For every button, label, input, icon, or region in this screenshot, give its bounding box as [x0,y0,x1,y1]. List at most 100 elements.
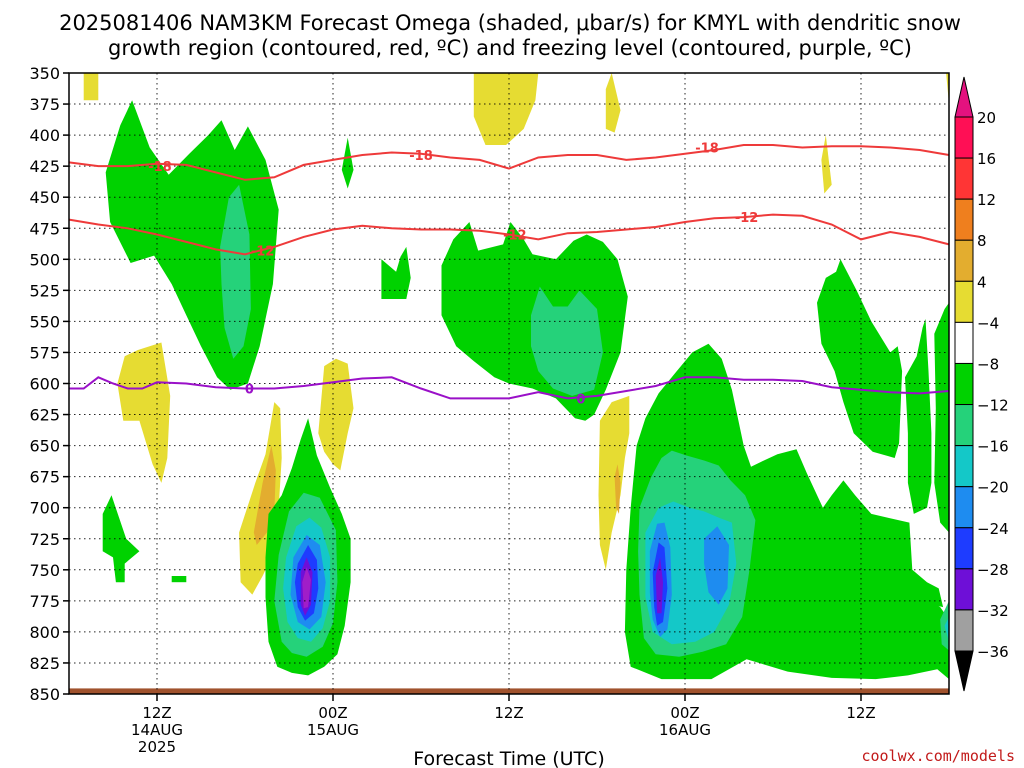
x-tick-label: 16AUG [659,721,711,739]
omega-region-10 [605,73,621,133]
omega-region-33 [817,259,903,458]
colorbar-label: −20 [977,479,1009,497]
contour-line--18 [68,144,950,181]
contour-line--12 [68,213,950,256]
omega-region-5 [171,576,187,583]
contour-label: -18 [148,160,172,175]
y-tick-label: 800 [29,623,60,642]
y-tick-label: 425 [29,157,60,176]
omega-region-35 [934,302,949,533]
colorbar-swatch [954,404,974,447]
colorbar-swatch [954,609,974,652]
colorbar-swatch [954,157,974,200]
y-tick-label: 575 [29,343,60,362]
colorbar-label: −8 [977,355,999,373]
x-tick-label: 12Z [846,704,875,722]
contour-label: -12 [503,228,527,243]
x-tick-label: 14AUG [131,721,183,739]
credit-text: coolwx.com/models [861,747,1015,765]
omega-region-21 [302,567,311,609]
omega-region-23 [381,246,411,299]
contour-label: 0 [576,392,585,407]
y-axis: 350 375 400 425 450 475 500 525 550 575 600 625 650 6… [29,64,69,704]
omega-region-3 [117,342,171,483]
y-tick-label: 825 [29,654,60,673]
contour-line-0 [69,376,950,400]
omega-region-8 [318,358,354,471]
y-tick-label: 700 [29,499,60,518]
temperature-contours [68,144,950,400]
contour-label: -12 [735,211,759,226]
colorbar-label: −24 [977,520,1009,538]
colorbar-swatch [954,280,974,323]
contour-label: -18 [695,142,719,157]
colorbar-swatch [954,321,974,364]
terrain-layer [69,688,949,694]
colorbar-label: −28 [977,561,1009,579]
omega-region-12 [821,135,832,194]
colorbar-swatch [954,445,974,488]
omega-region-4 [102,495,140,583]
y-tick-label: 600 [29,375,60,394]
omega-region-25 [531,286,603,396]
contour-label: 0 [245,382,254,397]
chart-title-line2: growth region (contoured, red, ºC) and f… [108,36,912,60]
colorbar-label: −32 [977,602,1009,620]
colorbar-label: −4 [977,314,999,332]
chart-title-line1: 2025081406 NAM3KM Forecast Omega (shaded… [59,11,961,35]
y-tick-label: 350 [29,64,60,83]
colorbar-swatch [954,239,974,282]
y-tick-label: 375 [29,95,60,114]
colorbar-swatch [954,198,974,241]
terrain-strip [69,688,949,694]
colorbar-label: 20 [977,109,996,127]
contour-label: -12 [251,245,275,260]
colorbar-label: −36 [977,643,1009,661]
omega-region-34 [905,318,932,514]
colorbar-label: −16 [977,438,1009,456]
colorbar-swatch [954,362,974,406]
colorbar-label: 8 [977,232,987,250]
y-tick-label: 775 [29,592,60,611]
y-tick-label: 400 [29,126,60,145]
omega-region-2 [220,184,251,359]
y-tick-label: 725 [29,530,60,549]
colorbar-arrow-bottom [954,650,974,692]
contour-labels: -18 -18 -18 -12 -12 -12 0 0 [148,142,759,408]
omega-region-30 [704,526,729,605]
y-tick-label: 450 [29,188,60,207]
omega-region-13 [598,395,630,570]
colorbar-swatch [954,568,974,611]
omega-region-0 [83,73,99,101]
y-tick-label: 525 [29,281,60,300]
colorbar-label: 16 [977,150,996,168]
omega-region-38 [944,617,949,642]
colorbar-label: −12 [977,397,1009,415]
x-tick-label: 2025 [138,738,176,756]
omega-shading [83,73,949,680]
contour-label: -18 [409,149,433,164]
y-tick-label: 550 [29,312,60,331]
colorbar-label: 4 [977,273,987,291]
colorbar-label: 12 [977,191,996,209]
x-tick-label: 12Z [142,704,171,722]
colorbar-swatch [954,486,974,529]
y-tick-label: 650 [29,437,60,456]
colorbar-swatch [954,116,974,159]
y-tick-label: 625 [29,406,60,425]
x-tick-label: 12Z [494,704,523,722]
y-tick-label: 475 [29,219,60,238]
y-tick-label: 750 [29,561,60,580]
y-tick-label: 675 [29,468,60,487]
x-tick-label: 00Z [670,704,699,722]
y-tick-label: 850 [29,685,60,704]
grid-lines [69,73,949,694]
colorbar: 20 16 12 8 4 −4 −8 −12 −16 −20 −24 −28 −32 −36 [954,76,1009,692]
omega-region-32 [655,557,663,614]
omega-region-36 [883,569,944,608]
omega-region-22 [341,137,354,189]
x-tick-label: 15AUG [307,721,359,739]
colorbar-arrow-top [954,76,974,118]
